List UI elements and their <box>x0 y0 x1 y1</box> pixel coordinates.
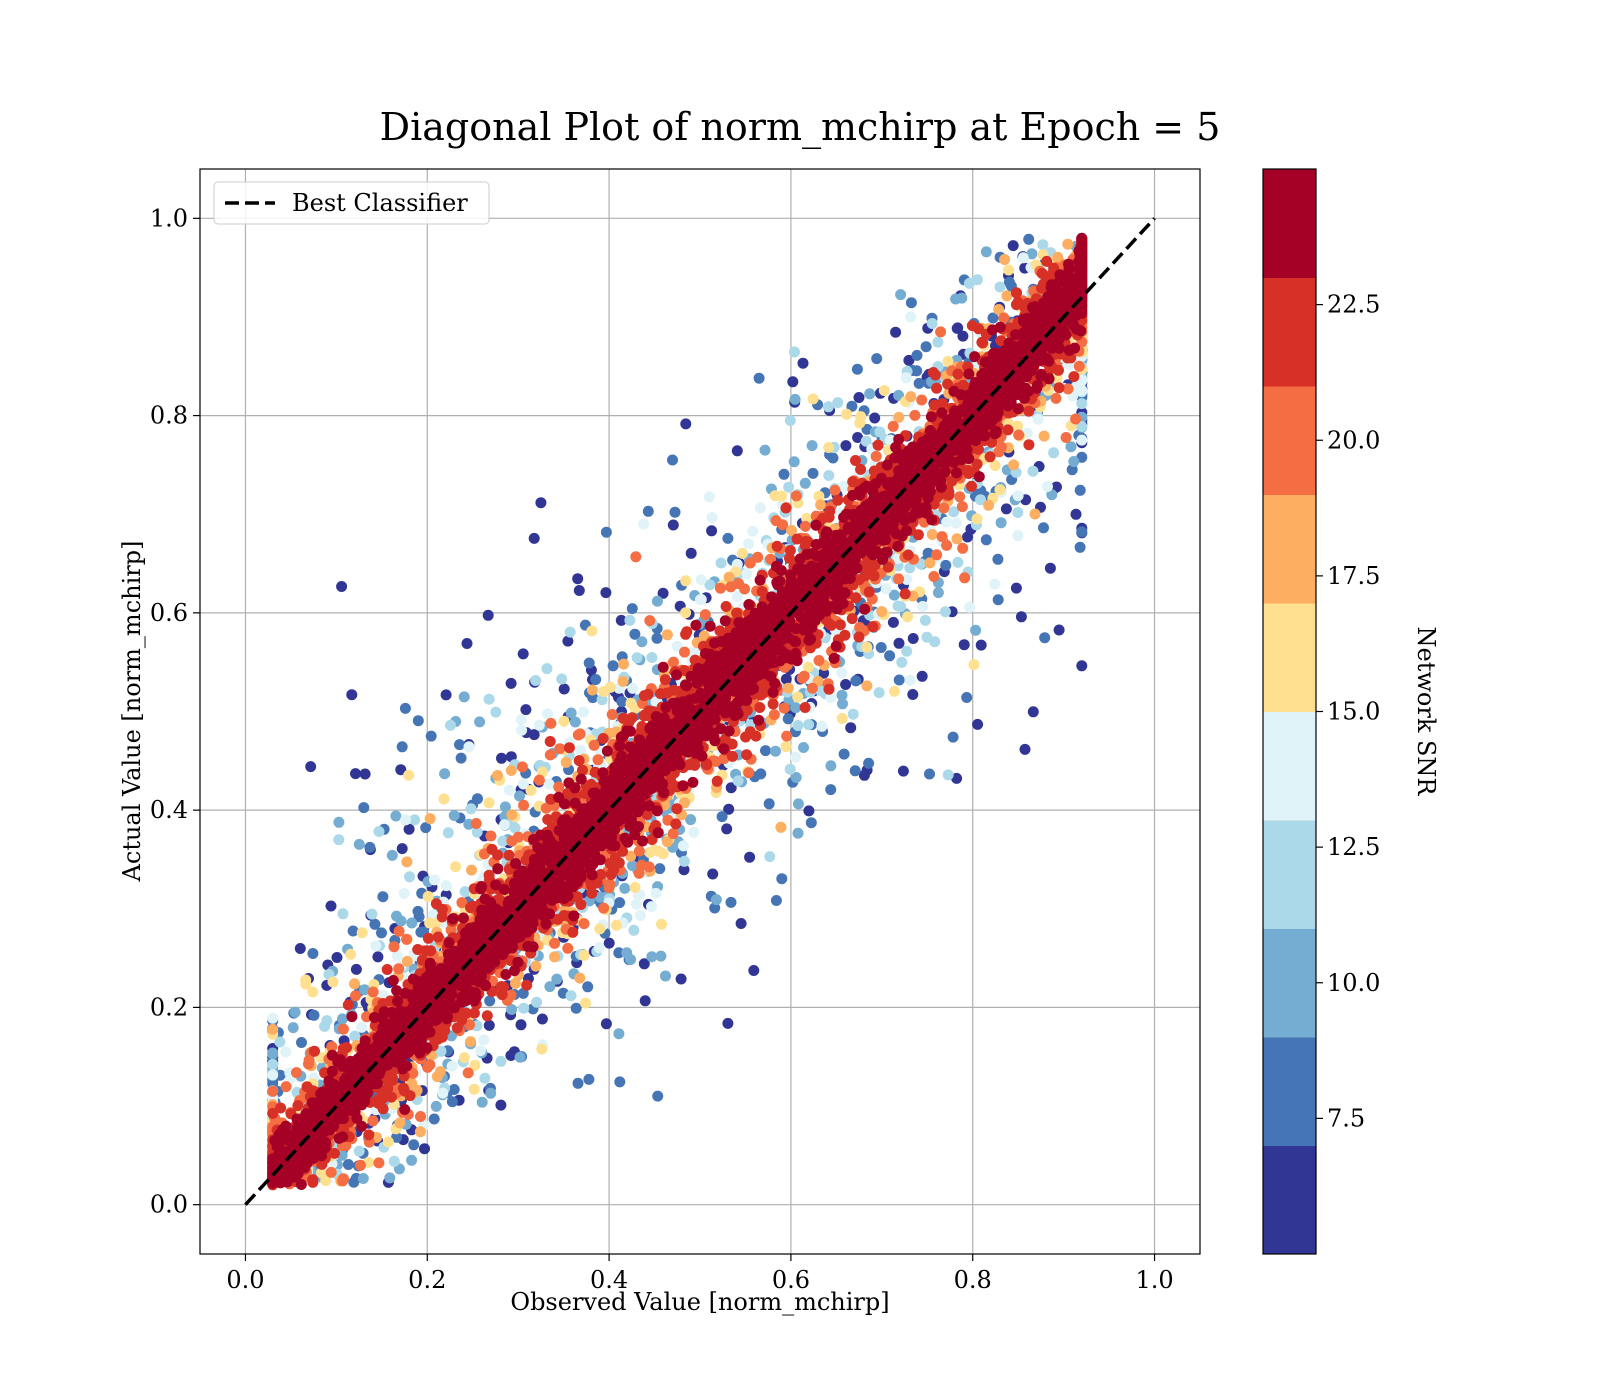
colorbar-tick-label: 20.0 <box>1327 426 1380 454</box>
y-axis-label: Actual Value [norm_mchirp] <box>118 541 146 883</box>
colorbar-label: Network SNR <box>1412 627 1440 797</box>
y-tick-label: 0.8 <box>150 402 188 430</box>
colorbar-band <box>1263 1037 1316 1146</box>
colorbar-tick-label: 22.5 <box>1327 291 1380 319</box>
colorbar-tick-label: 7.5 <box>1327 1104 1365 1132</box>
colorbar: 7.5 10.0 12.5 15.0 17.5 20.0 22.5 Network SNR <box>1262 168 1440 1255</box>
x-tick-label: 0.8 <box>954 1266 992 1294</box>
colorbar-bands <box>1263 169 1316 1255</box>
scatter-point-group <box>267 232 1088 1190</box>
plot-frame <box>199 168 1201 1255</box>
colorbar-band <box>1263 386 1316 495</box>
x-tick-label: 0.2 <box>408 1266 446 1294</box>
x-tick-label: 0.0 <box>226 1266 264 1294</box>
colorbar-band <box>1263 169 1316 278</box>
y-axis-ticks: 0.0 0.2 0.4 0.6 0.8 1.0 <box>150 204 200 1219</box>
plot-area <box>199 168 1201 1255</box>
y-tick-label: 0.2 <box>150 993 188 1021</box>
x-tick-label: 1.0 <box>1135 1266 1173 1294</box>
colorbar-band <box>1263 711 1316 821</box>
colorbar-band <box>1263 1145 1316 1255</box>
legend-box <box>213 181 490 225</box>
legend: Best Classifier <box>213 181 490 225</box>
x-axis-label: Observed Value [norm_mchirp] <box>510 1288 889 1316</box>
y-tick-label: 0.0 <box>150 1191 188 1219</box>
colorbar-band <box>1263 603 1316 712</box>
colorbar-band <box>1263 494 1316 604</box>
colorbar-band <box>1263 277 1316 387</box>
colorbar-tick-label: 17.5 <box>1327 562 1380 590</box>
colorbar-band <box>1263 928 1316 1038</box>
colorbar-ticks: 7.5 10.0 12.5 15.0 17.5 20.0 22.5 <box>1316 291 1380 1132</box>
x-tick-label: 0.4 <box>590 1266 628 1294</box>
x-tick-label: 0.6 <box>772 1266 810 1294</box>
x-axis-ticks: 0.0 0.2 0.4 0.6 0.8 1.0 <box>226 1254 1174 1294</box>
legend-label: Best Classifier <box>292 189 468 217</box>
y-tick-label: 1.0 <box>150 204 188 232</box>
y-tick-label: 0.6 <box>150 599 188 627</box>
chart-title: Diagonal Plot of norm_mchirp at Epoch = … <box>380 105 1221 150</box>
colorbar-tick-label: 15.0 <box>1327 698 1380 726</box>
colorbar-tick-label: 10.0 <box>1327 969 1380 997</box>
colorbar-tick-label: 12.5 <box>1327 833 1380 861</box>
best-classifier-line <box>244 217 1156 1206</box>
y-tick-label: 0.4 <box>150 796 188 824</box>
colorbar-band <box>1263 820 1316 929</box>
